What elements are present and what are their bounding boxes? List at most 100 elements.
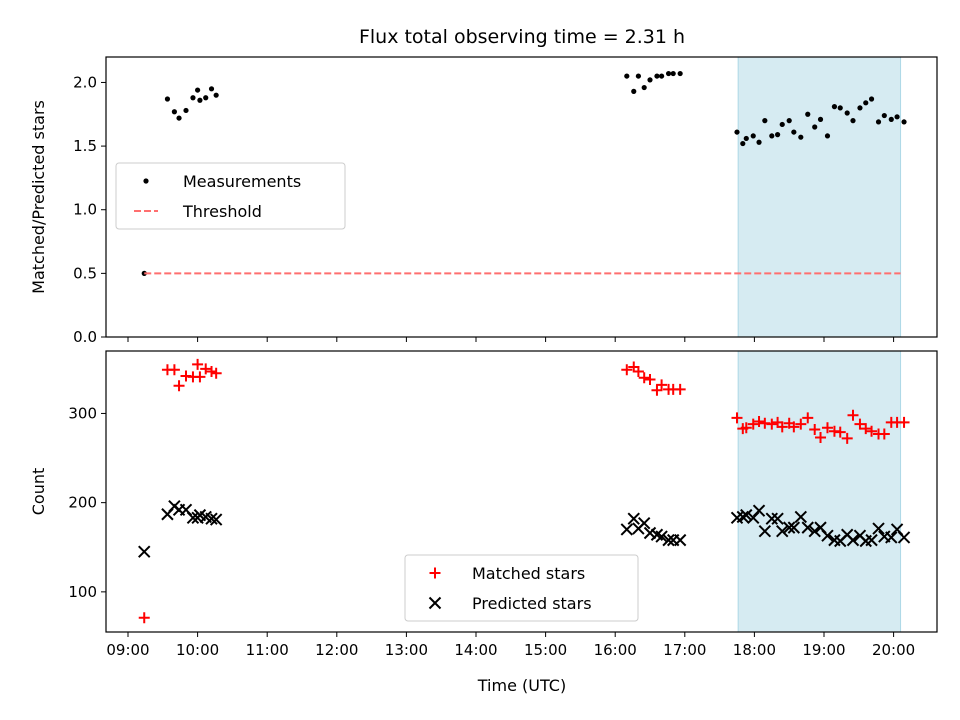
measurements-point [769,133,775,139]
measurements-point [647,77,653,83]
predicted-stars-point [782,521,796,534]
measurements-point [635,73,642,79]
matched-stars-point [802,412,814,424]
matched-stars-point [847,409,859,421]
legend: Measurements Threshold [115,162,346,230]
matched-stars-point [731,412,743,424]
measurements-point [203,95,209,101]
matched-stars-point [753,415,765,427]
x-tick-label: 10:00 [176,641,219,659]
x-tick-label: 15:00 [524,641,567,659]
measurements-point [624,73,630,79]
matched-stars-point [841,432,853,444]
x-axis-ticks: 09:00 10:00 11:00 12:00 13:00 14:00 15:00 16:00… [106,632,915,659]
predicted-stars-point [776,524,789,538]
matched-stars-point [898,416,910,428]
measurements-point [786,118,792,124]
y-tick-label: 200 [68,494,97,512]
measurements-point [844,110,850,116]
panel-frame [105,56,938,338]
predicted-stars-point [794,510,808,524]
chart-title: Flux total observing time = 2.31 h [359,26,685,48]
measurements-point [881,112,887,119]
matched-stars-point [638,372,650,384]
predicted-stars-point [662,533,675,547]
measurements-point [831,104,838,110]
measurements-point [868,96,875,102]
matched-stars-point [747,418,759,430]
predicted-stars-point [865,533,878,547]
measurements-point [141,270,147,276]
measurements-point [875,119,882,125]
measurements-point [176,115,182,121]
y-tick-label: 0.0 [73,328,97,346]
matched-stars-point [138,612,150,624]
y-axis-label: Matched/Predicted stars [29,100,48,294]
predicted-stars-point [787,521,801,534]
y-tick-label: 300 [68,404,97,422]
matched-stars-point [854,418,866,430]
measurements-point [195,87,201,93]
x-tick-label: 16:00 [594,641,637,659]
legend-measurements-label: Measurements [183,172,301,191]
matched-stars-point [776,421,788,433]
y-axis-label: Count [29,468,48,516]
matched-stars-point [766,418,778,430]
predicted-stars-point [885,531,898,544]
measurements-point [805,111,811,117]
measurements-point [817,116,824,122]
measurements-point [208,86,215,92]
legend-predicted-stars-marker [428,596,442,610]
matched-stars-point [674,383,686,395]
measurements-point [641,84,647,91]
measurements-point [740,140,746,147]
measurements-point [812,124,818,130]
x-tick-label: 12:00 [315,641,358,659]
measurements-point [850,118,856,124]
x-tick-label: 19:00 [802,641,845,659]
x-tick-label: 13:00 [385,641,428,659]
matched-stars-point [656,379,668,391]
y-axis: 0.0 0.5 1.0 1.5 2.0 [73,73,106,346]
measurements-point [213,92,219,98]
predicted-stars-point [673,533,687,547]
measurements-point [894,114,900,120]
matched-stars-point [194,371,206,383]
measurements-point [197,97,203,103]
measurements-point [183,107,189,114]
predicted-stars-point [655,530,668,543]
legend-threshold-label: Threshold [182,202,262,221]
x-tick-label: 11:00 [246,641,289,659]
predicted-stars-point [771,512,784,525]
bottom-panel: 100 200 300 09:00 10:00 11:00 12:00 13:00 14:00… [29,350,938,659]
measurements-point [665,70,672,77]
shaded-span [737,56,902,338]
measurements-point [756,139,762,145]
predicted-stars-point [808,524,821,538]
x-axis-ticks [127,337,895,342]
matched-stars-point [168,364,180,376]
matched-stars-point [866,425,878,437]
measurements-point [901,119,907,125]
measurements-point [762,118,768,124]
matched-stars-point [644,374,656,386]
predicted-stars-point [209,513,223,526]
legend-matched-stars-marker [429,567,441,579]
matched-stars-point [192,358,204,370]
x-tick-label: 09:00 [106,641,149,659]
measurements-point [677,70,683,77]
predicted-stars-point [740,508,753,522]
predicted-stars-point [758,524,772,538]
x-tick-label: 17:00 [663,641,706,659]
shaded-span [737,350,902,633]
matched-stars-point [740,422,752,434]
measurements-point [734,129,740,135]
measurements-point [791,129,797,135]
matched-stars-point [210,367,222,379]
legend-box [115,162,346,230]
y-axis: 100 200 300 [68,404,106,601]
predicted-stars-point [897,531,911,544]
measurements-point [798,134,804,140]
measurements-point [743,135,749,142]
